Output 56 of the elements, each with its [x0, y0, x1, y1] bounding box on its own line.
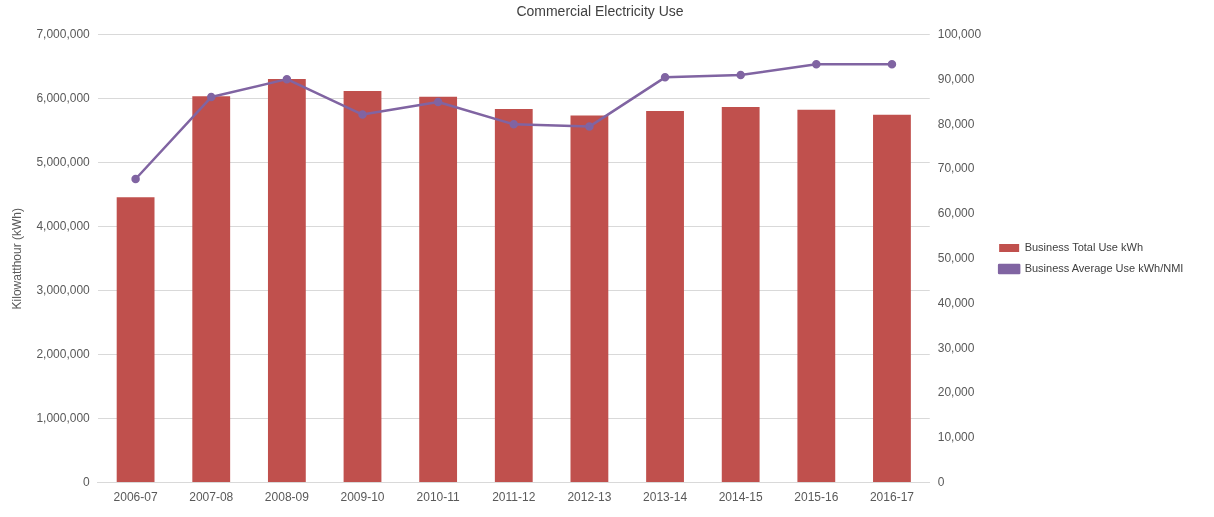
point [812, 60, 821, 69]
y2-tick-label: 40,000 [937, 295, 975, 310]
y-tick-label: 5,000,000 [36, 155, 91, 170]
y-tick-label: 3,000,000 [36, 283, 91, 297]
x-tick-label: 2007-08 [189, 490, 234, 505]
bar [343, 91, 382, 483]
x-tick-label: 2015-16 [794, 490, 839, 505]
x-tick-label: 2013-14 [643, 490, 688, 505]
y2-tick-label: 70,000 [937, 161, 975, 176]
y-tick-label: 4,000,000 [36, 219, 91, 234]
x-tick-label: 2006-07 [113, 490, 158, 505]
bar [797, 109, 836, 483]
point [282, 74, 292, 84]
x-tick-label: 2008-09 [264, 490, 310, 505]
bar [646, 110, 684, 483]
point [206, 92, 216, 102]
y2-tick-label: 50,000 [937, 251, 975, 266]
bar [192, 96, 231, 483]
chart-title: Commercial Electricity Use [516, 3, 684, 20]
y-tick-label: 7,000,000 [36, 27, 91, 42]
point [509, 120, 519, 129]
x-tick-label: 2009-10 [340, 490, 385, 505]
x-tick-label: 2012-13 [567, 490, 612, 505]
point [358, 110, 367, 119]
legend-label: Business Average Use kWh/NMI [1024, 262, 1184, 275]
y2-tick-label: 10,000 [937, 430, 975, 445]
bar [873, 114, 911, 483]
y-tick-label: 6,000,000 [36, 91, 91, 106]
point [585, 122, 594, 131]
x-tick-label: 2010-11 [416, 490, 461, 505]
y2-tick-label: 0 [937, 474, 945, 489]
bar [267, 78, 306, 483]
y-tick-label: 2,000,000 [36, 346, 91, 361]
x-tick-label: 2014-15 [718, 490, 764, 505]
y-tick-label: 0 [83, 474, 91, 489]
x-tick-label: 2011-12 [492, 490, 536, 505]
y-tick-label: 1,000,000 [36, 410, 91, 425]
y2-tick-label: 100,000 [937, 27, 982, 42]
legend-label: Business Total Use kWh [1024, 241, 1144, 254]
point [887, 60, 897, 69]
point [736, 70, 745, 80]
y2-tick-label: 30,000 [937, 340, 975, 355]
y2-tick-label: 20,000 [937, 385, 975, 400]
bar [116, 197, 155, 483]
y2-tick-label: 90,000 [937, 71, 975, 86]
point [433, 97, 443, 107]
y-axis-title: Kilowatthour (kWh) [9, 208, 24, 310]
bar [570, 115, 609, 483]
x-tick-label: 2016-17 [869, 490, 915, 505]
bar [419, 96, 458, 483]
point [131, 174, 140, 184]
y2-tick-label: 60,000 [937, 206, 975, 221]
bar [494, 109, 533, 483]
y2-tick-label: 80,000 [937, 116, 975, 131]
bar [721, 107, 760, 483]
point [660, 73, 670, 82]
